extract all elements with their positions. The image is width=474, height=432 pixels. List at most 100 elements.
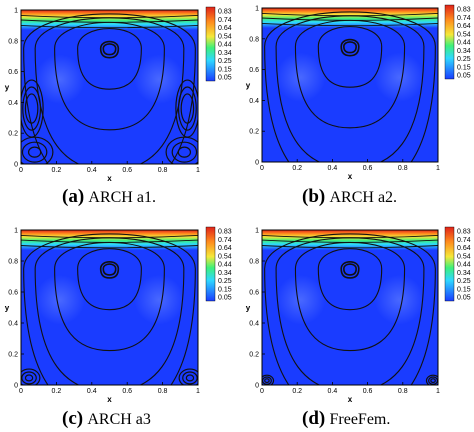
panel-d-colorbar-label-0: 0.83 bbox=[457, 229, 471, 236]
panel-b-streamlines bbox=[262, 11, 438, 162]
panel-d-lid-layer bbox=[262, 230, 438, 251]
panel-c-streamline-6 bbox=[23, 233, 196, 385]
panel-a-axes-frame bbox=[20, 9, 199, 165]
panel-c-x-tick-label-0: 0 bbox=[19, 388, 23, 395]
panel-d: 0 0.2 0.4 0.6 0.8 100.20.40.60.81xy0.830.740.… bbox=[246, 226, 471, 404]
panel-d-lid-streamline-3 bbox=[262, 245, 438, 249]
panel-d-x-tick-label-1: 0.2 bbox=[292, 388, 302, 395]
panel-c-ticks: 0 0.2 0.4 0.6 0.8 1 0 0.2 0.4 0.6 0.8 1 bbox=[8, 228, 200, 396]
panel-a-lid-streamline-2 bbox=[21, 19, 198, 23]
panel-d-y-tick-label-0: 0 bbox=[255, 383, 259, 390]
panel-c-glow-right bbox=[134, 274, 184, 325]
panel-b-streamline-6 bbox=[264, 11, 436, 162]
panel-d-corner-eddy-left-2 bbox=[262, 376, 272, 385]
panel-c-colorbar-bar bbox=[205, 226, 216, 302]
panel-c: 0 0.2 0.4 0.6 0.8 100.20.40.60.81xy0.830.740.… bbox=[5, 226, 232, 404]
panel-a-glow-right bbox=[134, 54, 184, 104]
panel-d-y-tick-label-4: 0.8 bbox=[249, 259, 259, 266]
panel-c-lid-layer bbox=[21, 230, 198, 251]
panel-c-x-axis-label: x bbox=[107, 395, 112, 404]
caption-d-tag: (d) bbox=[302, 408, 326, 429]
panel-b-colorbar-label-8: 0.05 bbox=[457, 73, 471, 80]
panel-c-corner-eddy-right-2 bbox=[182, 371, 198, 385]
panel-a-colorbar-label-5: 0.34 bbox=[218, 50, 232, 57]
panel-b-streamline-3 bbox=[317, 26, 383, 88]
panel-d-axes-frame bbox=[261, 229, 439, 386]
panel-c-eddies bbox=[21, 368, 198, 385]
panel-b-colorbar-label-5: 0.34 bbox=[457, 48, 471, 55]
panel-d-streamline-3 bbox=[317, 248, 383, 311]
panel-b-x-tick-label-0: 0 bbox=[260, 165, 264, 172]
panel-c-streamline-3 bbox=[77, 248, 142, 311]
panel-a-y-tick-label-1: 0.2 bbox=[8, 131, 18, 138]
panel-c-field bbox=[21, 230, 198, 385]
panel-d-x-tick-label-2: 0.4 bbox=[328, 388, 338, 395]
panel-d-corner-eddy-left-1 bbox=[264, 378, 270, 384]
panel-b-x-tick-label-1: 0.2 bbox=[292, 165, 302, 172]
panel-d-x-tick-label-5: 1 bbox=[436, 388, 440, 395]
caption-b-tag: (b) bbox=[302, 186, 326, 207]
caption-b: (b) ARCH a2. bbox=[302, 186, 397, 208]
panel-a-corner-eddy-right-3 bbox=[165, 136, 198, 164]
panel-d-streamline-6 bbox=[264, 233, 436, 385]
caption-c-text: ARCH a3 bbox=[87, 411, 151, 428]
panel-b-x-tick-label-4: 0.8 bbox=[398, 165, 408, 172]
panel-d-x-tick-label-0: 0 bbox=[260, 388, 264, 395]
panel-a-x-tick-label-5: 1 bbox=[196, 167, 200, 174]
panel-c-y-tick-label-5: 1 bbox=[14, 228, 18, 235]
panel-d-glow-left bbox=[276, 274, 326, 325]
panel-a-wall-eddy-right-3 bbox=[175, 79, 198, 138]
panel-a-x-tick-label-3: 0.6 bbox=[122, 167, 132, 174]
panel-b-y-tick-label-5: 1 bbox=[255, 6, 259, 13]
panel-c-corner-eddy-left-3 bbox=[21, 368, 41, 385]
panel-d-corner-eddy-right-2 bbox=[428, 376, 438, 385]
panel-b-x-axis-label: x bbox=[348, 172, 353, 181]
panel-c-x-tick-label-3: 0.6 bbox=[122, 388, 132, 395]
panel-b-y-tick-label-2: 0.4 bbox=[249, 98, 259, 105]
panel-a-x-tick-label-0: 0 bbox=[19, 167, 23, 174]
panel-b-y-tick-label-0: 0 bbox=[255, 160, 259, 167]
caption-a-text: ARCH a1. bbox=[88, 189, 156, 206]
panel-c-y-tick-label-4: 0.8 bbox=[8, 259, 18, 266]
panel-d-colorbar-bar bbox=[444, 226, 455, 302]
panel-d-y-tick-label-3: 0.6 bbox=[249, 290, 259, 297]
panel-d-glow-right bbox=[374, 274, 424, 325]
panel-b-ticks: 0 0.2 0.4 0.6 0.8 1 0 0.2 0.4 0.6 0.8 1 bbox=[249, 6, 440, 173]
panel-c-streamline-2 bbox=[99, 260, 120, 279]
panel-b-y-tick-label-4: 0.8 bbox=[249, 36, 259, 43]
panel-d-colorbar: 0.830.740.640.54 0.440.340.250.15 0.05 bbox=[444, 226, 471, 302]
panel-a-glow-left bbox=[35, 54, 85, 104]
panel-c-streamlines bbox=[21, 233, 198, 385]
panel-c-colorbar-label-2: 0.64 bbox=[218, 245, 232, 252]
panel-a-corner-eddy-left-1 bbox=[27, 146, 42, 158]
panel-c-x-tick-label-4: 0.8 bbox=[158, 388, 168, 395]
panel-b-x-tick-label-3: 0.6 bbox=[363, 165, 373, 172]
panel-c-y-axis-label: y bbox=[5, 304, 10, 313]
panel-d-corner-eddy-right-1 bbox=[430, 378, 436, 384]
panel-a-wall-eddy-left-3 bbox=[21, 79, 44, 138]
panel-a-y-tick-label-4: 0.8 bbox=[8, 38, 18, 45]
panel-d-colorbar-label-8: 0.05 bbox=[457, 295, 471, 302]
panel-b-colorbar-bar bbox=[444, 4, 455, 80]
panel-a-colorbar-label-6: 0.25 bbox=[218, 58, 232, 65]
panel-c-colorbar-label-0: 0.83 bbox=[218, 229, 232, 236]
panel-d-y-tick-label-2: 0.4 bbox=[249, 321, 259, 328]
panel-a-y-tick-label-5: 1 bbox=[14, 8, 18, 15]
panel-b-y-axis-label: y bbox=[246, 81, 251, 90]
panel-c-lid-streamline-1 bbox=[21, 234, 198, 239]
panel-a-eddies bbox=[21, 79, 198, 164]
panel-c-lid-streamline-3 bbox=[21, 245, 198, 249]
panel-a-wall-eddy-right-2 bbox=[177, 86, 197, 131]
panel-a-colorbar: 0.830.740.640.54 0.440.340.250.15 0.05 bbox=[205, 6, 232, 82]
panel-a-x-tick-label-2: 0.4 bbox=[87, 167, 97, 174]
panel-a-field bbox=[21, 10, 198, 164]
panel-c-corner-eddy-right-3 bbox=[178, 368, 198, 385]
panel-b-colorbar-label-0: 0.83 bbox=[457, 7, 471, 14]
panel-b-colorbar-label-3: 0.54 bbox=[457, 31, 471, 38]
panel-d-eddies bbox=[262, 374, 438, 385]
panel-d-colorbar-label-5: 0.34 bbox=[457, 270, 471, 277]
panel-c-colorbar-label-4: 0.44 bbox=[218, 262, 232, 269]
panel-a-colorbar-bar bbox=[205, 6, 216, 82]
panel-a-colorbar-label-1: 0.74 bbox=[218, 17, 232, 24]
panel-a-colorbar-label-0: 0.83 bbox=[218, 9, 232, 16]
